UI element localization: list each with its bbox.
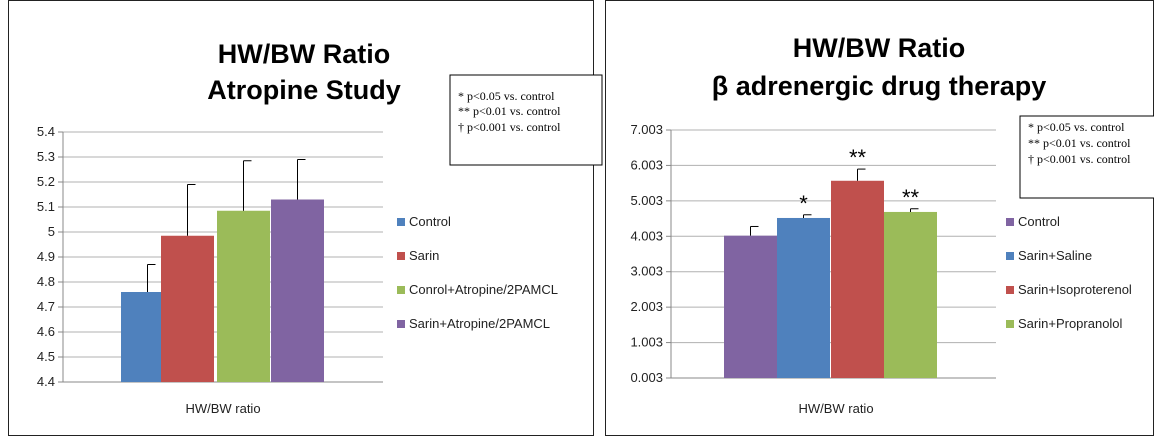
legend-label: Control — [409, 214, 451, 229]
y-tick-label: 4.4 — [37, 374, 55, 389]
legend-swatch — [1006, 320, 1014, 328]
chart-panel-atropine: HW/BW Ratio Atropine Study 4.4 4.5 4.6 4.7 4.8… — [8, 0, 603, 436]
y-tick-label: 4.6 — [37, 324, 55, 339]
legend-label: Sarin+Saline — [1018, 248, 1092, 263]
y-tick-label: 0.003 — [630, 370, 663, 385]
chart-title-line: β adrenergic drug therapy — [712, 71, 1047, 101]
chart-beta-svg: HW/BW Ratio β adrenergic drug therapy 0.00… — [630, 33, 1154, 416]
y-tick-label: 5.4 — [37, 124, 55, 139]
legend-label: Sarin — [409, 248, 439, 263]
chart-panel-beta-adrenergic: HW/BW Ratio β adrenergic drug therapy 0.00… — [605, 0, 1154, 436]
x-axis-label: HW/BW ratio — [798, 401, 873, 416]
chart-title-line: HW/BW Ratio — [793, 33, 965, 63]
y-tick-label: 4.7 — [37, 299, 55, 314]
significance-legend-text: † p<0.001 vs. control — [458, 120, 561, 134]
y-tick-label: 5.3 — [37, 149, 55, 164]
bar — [831, 180, 884, 378]
y-tick-label: 5.2 — [37, 174, 55, 189]
y-tick-label: 5.003 — [630, 193, 663, 208]
legend-swatch — [1006, 252, 1014, 260]
significance-mark: ** — [849, 145, 867, 170]
y-tick-label: 4.9 — [37, 249, 55, 264]
legend-label: Sarin+Propranolol — [1018, 316, 1123, 331]
bar — [161, 235, 214, 382]
legend-swatch — [397, 320, 405, 328]
bar — [724, 235, 777, 378]
significance-legend-box — [449, 74, 603, 166]
y-tick-label: 1.003 — [630, 335, 663, 350]
legend-swatch — [397, 286, 405, 294]
legend-label: Control — [1018, 214, 1060, 229]
y-tick-label: 5 — [48, 224, 55, 239]
bar — [217, 210, 270, 382]
y-tick-label: 4.8 — [37, 274, 55, 289]
y-tick-label: 6.003 — [630, 157, 663, 172]
chart-atropine-svg: HW/BW Ratio Atropine Study 4.4 4.5 4.6 4.7 4.8… — [37, 39, 603, 416]
significance-legend-text: * p<0.05 vs. control — [1028, 120, 1125, 134]
y-tick-label: 3.003 — [630, 264, 663, 279]
x-axis-label: HW/BW ratio — [185, 401, 260, 416]
legend-swatch — [1006, 218, 1014, 226]
legend-swatch — [1006, 286, 1014, 294]
y-tick-label: 2.003 — [630, 299, 663, 314]
chart-title-line: Atropine Study — [207, 75, 401, 105]
y-tick-label: 7.003 — [630, 122, 663, 137]
legend-label: Sarin+Isoproterenol — [1018, 282, 1132, 297]
significance-legend-text: † p<0.001 vs. control — [1028, 152, 1131, 166]
legend-swatch — [397, 252, 405, 260]
bar — [271, 199, 324, 382]
significance-mark: * — [799, 191, 808, 216]
legend-swatch — [397, 218, 405, 226]
significance-mark: ** — [902, 185, 920, 210]
chart-title-line: HW/BW Ratio — [218, 39, 390, 69]
y-tick-label: 5.1 — [37, 199, 55, 214]
significance-legend-text: ** p<0.01 vs. control — [1028, 136, 1131, 150]
legend-label: Sarin+Atropine/2PAMCL — [409, 316, 550, 331]
legend-label: Conrol+Atropine/2PAMCL — [409, 282, 558, 297]
y-tick-label: 4.003 — [630, 228, 663, 243]
significance-legend-text: ** p<0.01 vs. control — [458, 104, 561, 118]
bar — [884, 211, 937, 378]
significance-legend-box — [1019, 115, 1154, 199]
bar — [777, 217, 830, 378]
y-tick-label: 4.5 — [37, 349, 55, 364]
significance-legend-text: * p<0.05 vs. control — [458, 89, 555, 103]
